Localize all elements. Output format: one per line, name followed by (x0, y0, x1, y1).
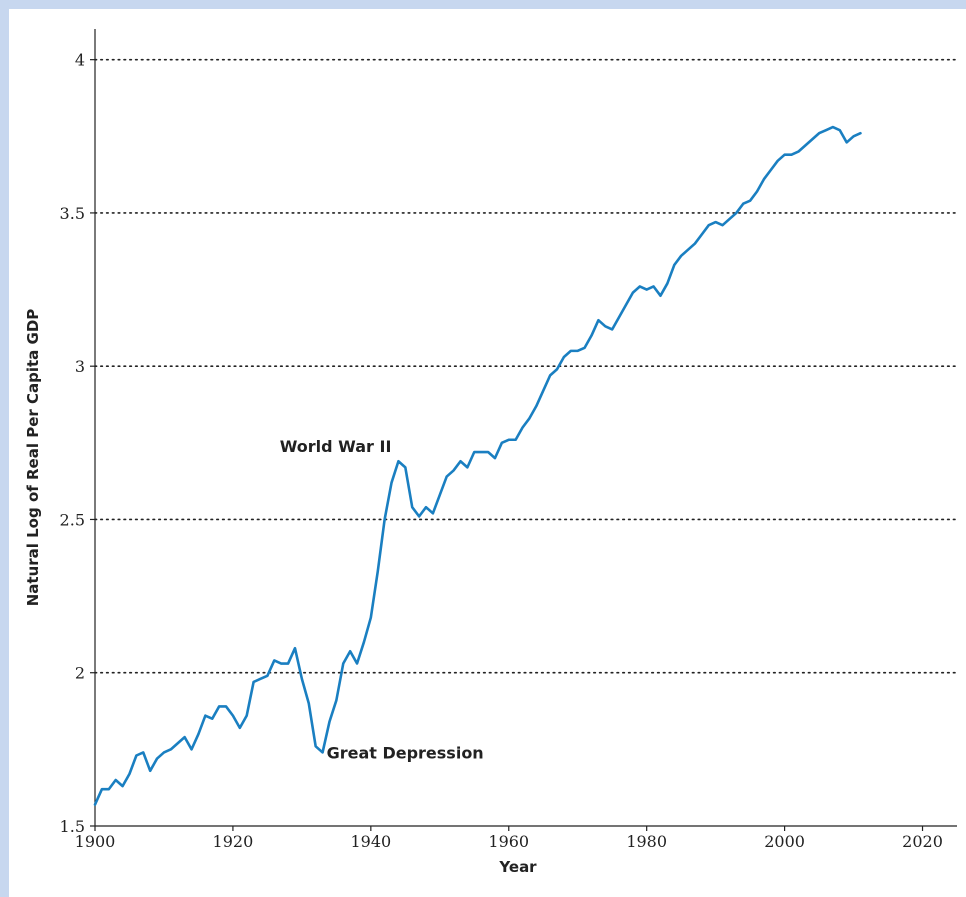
y-tick-label: 2 (75, 664, 85, 683)
y-tick-label: 2.5 (60, 510, 85, 529)
y-axis-title: Natural Log of Real Per Capita GDP (24, 309, 42, 607)
x-tick-label: 1920 (213, 832, 254, 851)
y-tick-label: 3 (75, 357, 85, 376)
y-tick-label: 4 (75, 51, 85, 70)
series-line-0 (93, 125, 862, 806)
annotation-label: World War II (280, 437, 392, 456)
chart-frame: 1.5 2 2.5 3 3.5 4 1900 1920 1940 1960 1980 2000 2020… (9, 9, 966, 897)
y-tick-label: 3.5 (60, 204, 85, 223)
x-tick-label: 2020 (902, 832, 943, 851)
x-tick-label: 1940 (350, 832, 391, 851)
x-tick-label: 2000 (764, 832, 805, 851)
annotation-label: Great Depression (327, 743, 484, 762)
x-axis-title: Year (498, 858, 537, 876)
y-tick-label: 1.5 (60, 817, 85, 836)
x-tick-label: 1900 (75, 832, 116, 851)
x-tick-label: 1980 (626, 832, 667, 851)
x-tick-label: 1960 (488, 832, 529, 851)
gdp-line-chart: 1.5 2 2.5 3 3.5 4 1900 1920 1940 1960 1980 2000 2020… (24, 29, 958, 876)
